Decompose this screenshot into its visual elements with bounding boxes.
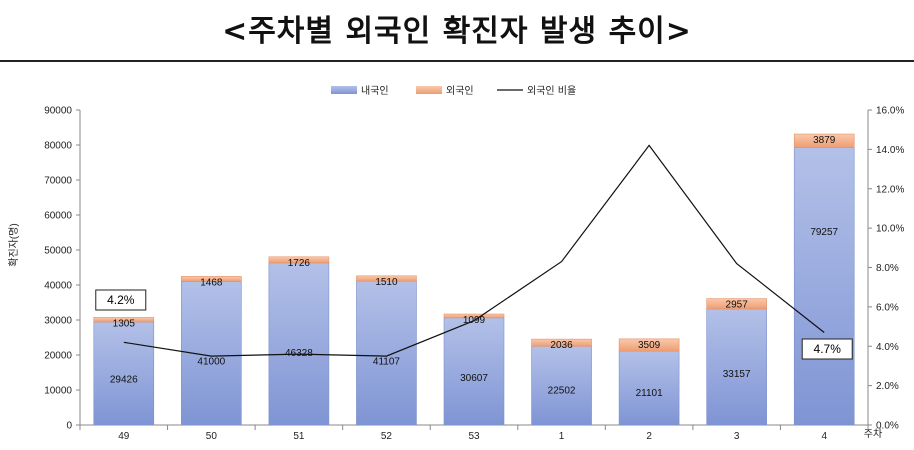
- callout-label: 4.7%: [814, 342, 842, 356]
- legend-swatch-domestic: [331, 86, 357, 94]
- bar-domestic: [531, 345, 592, 426]
- y-tick-label: 90000: [44, 106, 72, 117]
- data-label-foreign: 1726: [288, 258, 311, 269]
- legend-label-domestic: 내국인: [361, 85, 389, 97]
- y-tick-label: 50000: [44, 246, 72, 257]
- bar-foreign: [618, 338, 680, 352]
- y2-tick-label: 12.0%: [876, 184, 904, 195]
- ratio-line: [123, 144, 825, 357]
- data-label-foreign: 3879: [813, 135, 836, 146]
- legend-label-foreign: 외국인: [446, 85, 474, 97]
- y2-tick-label: 2.0%: [876, 381, 899, 392]
- title-divider: [0, 60, 914, 62]
- legend-label-ratio: 외국인 비율: [527, 85, 576, 97]
- x-tick-label: 4: [821, 431, 827, 442]
- data-label-domestic: 41107: [373, 356, 401, 367]
- x-tick-label: 53: [468, 431, 480, 442]
- legend: 내국인 외국인 외국인 비율: [331, 85, 576, 97]
- bars: 1305294261468410001726463281510411071099…: [93, 133, 855, 426]
- data-label-foreign: 1468: [200, 277, 223, 288]
- y-tick-label: 70000: [44, 176, 72, 187]
- data-label-domestic: 30607: [460, 373, 488, 384]
- x-ticks: 49 50 51 52 53 1 2 3 4: [79, 425, 869, 442]
- callout-box: [95, 289, 147, 311]
- y2-tick-label: 14.0%: [876, 145, 904, 156]
- bar-domestic: [356, 280, 417, 426]
- y-tick-label: 40000: [44, 281, 72, 292]
- bar-domestic: [93, 321, 155, 426]
- callout-box: [801, 338, 853, 360]
- y2-tick-label: 10.0%: [876, 224, 904, 235]
- page-title: <주차별 외국인 확진자 발생 추이>: [222, 14, 692, 49]
- callout-label: 4.2%: [107, 293, 135, 307]
- bar-foreign: [181, 276, 242, 282]
- data-label-foreign: 3509: [638, 340, 661, 351]
- bar-foreign: [531, 338, 592, 347]
- data-label-domestic: 21101: [636, 388, 664, 399]
- y-tick-label: 80000: [44, 141, 72, 152]
- y-ticks-left: 0 10000 20000 30000 40000 50000 60000 70000 8000…: [44, 106, 80, 432]
- ratio-line-group: [123, 144, 825, 357]
- y2-tick-label: 6.0%: [876, 302, 899, 313]
- bar-domestic: [793, 147, 855, 426]
- y2-tick-label: 16.0%: [876, 106, 904, 117]
- data-label-domestic: 79257: [810, 227, 838, 238]
- x-tick-label: 3: [734, 431, 740, 442]
- bar-foreign: [793, 133, 855, 148]
- bar-foreign: [356, 275, 417, 282]
- y-tick-label: 10000: [44, 386, 72, 397]
- data-label-foreign: 2957: [726, 300, 749, 311]
- x-axis-title: 주차: [864, 428, 882, 440]
- x-tick-label: 49: [118, 431, 130, 442]
- y-tick-label: 60000: [44, 211, 72, 222]
- x-tick-label: 51: [293, 431, 305, 442]
- y2-tick-label: 4.0%: [876, 342, 899, 353]
- x-tick-label: 52: [381, 431, 393, 442]
- data-label-domestic: 33157: [723, 369, 751, 380]
- y-axis-title: 확진자(명): [8, 223, 20, 266]
- data-label-foreign: 1305: [113, 318, 136, 329]
- y-ticks-right: 0.0% 2.0% 4.0% 6.0% 8.0% 10.0% 12.0% 14.0% 16.0%: [868, 106, 904, 432]
- bar-foreign: [93, 317, 155, 323]
- x-tick-label: 2: [646, 431, 652, 442]
- bar-foreign: [268, 256, 330, 264]
- bar-foreign: [706, 298, 767, 310]
- bar-domestic: [443, 317, 505, 426]
- data-label-foreign: 2036: [550, 340, 573, 351]
- bar-domestic: [618, 350, 680, 426]
- bar-foreign: [443, 313, 505, 319]
- bar-domestic: [706, 308, 767, 426]
- callouts: 4.2% 4.7%: [95, 289, 853, 360]
- y-tick-label: 0: [66, 421, 72, 432]
- x-tick-label: 50: [206, 431, 218, 442]
- data-label-domestic: 41000: [197, 356, 225, 367]
- y-tick-label: 20000: [44, 351, 72, 362]
- data-label-domestic: 29426: [110, 375, 138, 386]
- y2-tick-label: 8.0%: [876, 263, 899, 274]
- data-label-domestic: 22502: [548, 386, 576, 397]
- data-label-foreign: 1510: [375, 277, 398, 288]
- legend-swatch-foreign: [416, 86, 442, 94]
- y2-tick-label: 0.0%: [876, 421, 899, 432]
- x-tick-label: 1: [559, 431, 565, 442]
- y-tick-label: 30000: [44, 316, 72, 327]
- bar-domestic: [268, 262, 330, 426]
